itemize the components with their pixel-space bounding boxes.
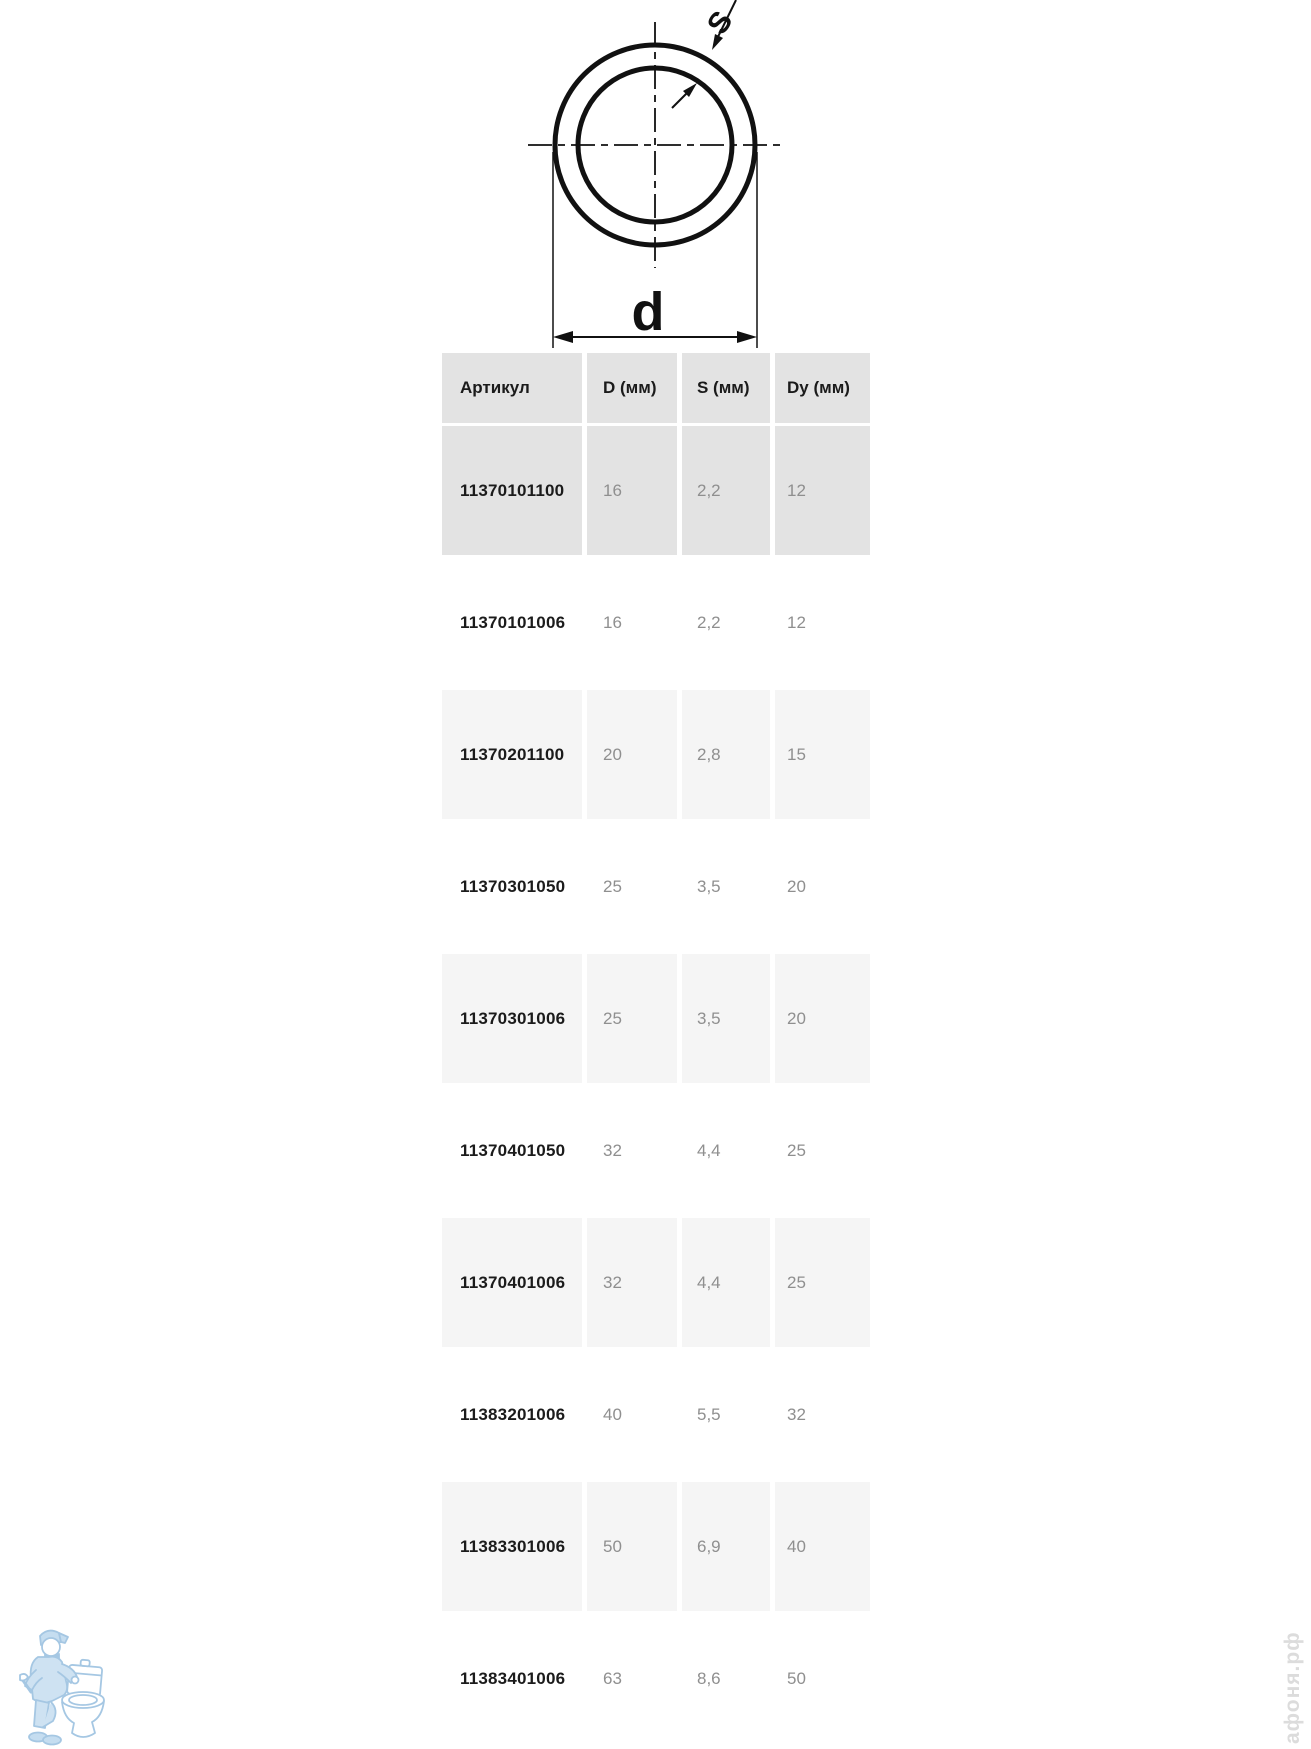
column-header-d-mm: D (мм) bbox=[587, 353, 677, 426]
s-cell: 2,8 bbox=[682, 690, 770, 822]
article-cell: 11370101006 bbox=[442, 558, 582, 690]
s-cell: 4,4 bbox=[682, 1218, 770, 1350]
table-row[interactable]: 11370201100 20 2,8 15 bbox=[442, 690, 870, 822]
table-row[interactable]: 11370401050 32 4,4 25 bbox=[442, 1086, 870, 1218]
article-cell: 11370301050 bbox=[442, 822, 582, 954]
site-watermark-text: афоня.рф bbox=[1281, 1631, 1304, 1744]
s-cell: 3,5 bbox=[682, 954, 770, 1086]
wall-thickness-label: S bbox=[701, 5, 740, 40]
table-row[interactable]: 11370101100 16 2,2 12 bbox=[442, 426, 870, 558]
dy-cell: 12 bbox=[775, 558, 870, 690]
diameter-label: d bbox=[632, 282, 665, 342]
table-row[interactable]: 11370301050 25 3,5 20 bbox=[442, 822, 870, 954]
column-header-dy-mm: Dy (мм) bbox=[775, 353, 870, 426]
dy-cell: 15 bbox=[775, 690, 870, 822]
table-row[interactable]: 11383201006 40 5,5 32 bbox=[442, 1350, 870, 1482]
article-cell: 11383201006 bbox=[442, 1350, 582, 1482]
article-cell: 11383301006 bbox=[442, 1482, 582, 1614]
dy-cell: 20 bbox=[775, 954, 870, 1086]
table-row[interactable]: 11370401006 32 4,4 25 bbox=[442, 1218, 870, 1350]
s-cell: 8,6 bbox=[682, 1614, 770, 1746]
dy-cell: 25 bbox=[775, 1218, 870, 1350]
s-arrowhead-outer bbox=[712, 34, 723, 50]
dy-cell: 40 bbox=[775, 1482, 870, 1614]
dy-cell: 25 bbox=[775, 1086, 870, 1218]
dimension-arrow-right bbox=[737, 331, 757, 343]
d-cell: 25 bbox=[587, 954, 677, 1086]
d-cell: 32 bbox=[587, 1218, 677, 1350]
article-cell: 11370101100 bbox=[442, 426, 582, 558]
d-cell: 16 bbox=[587, 426, 677, 558]
s-cell: 5,5 bbox=[682, 1350, 770, 1482]
d-cell: 20 bbox=[587, 690, 677, 822]
dy-cell: 12 bbox=[775, 426, 870, 558]
pipe-inner-circle bbox=[575, 65, 735, 225]
table-row[interactable]: 11383301006 50 6,9 40 bbox=[442, 1482, 870, 1614]
d-cell: 16 bbox=[587, 558, 677, 690]
article-cell: 11370301006 bbox=[442, 954, 582, 1086]
pipe-spec-table: Артикул D (мм) S (мм) Dy (мм) 1137010110… bbox=[442, 353, 870, 1746]
d-cell: 25 bbox=[587, 822, 677, 954]
table-row[interactable]: 11370101006 16 2,2 12 bbox=[442, 558, 870, 690]
pipe-outer-circle bbox=[552, 42, 758, 248]
dimension-arrow-left bbox=[553, 331, 573, 343]
dy-cell: 50 bbox=[775, 1614, 870, 1746]
d-cell: 50 bbox=[587, 1482, 677, 1614]
article-cell: 11383401006 bbox=[442, 1614, 582, 1746]
article-cell: 11370401006 bbox=[442, 1218, 582, 1350]
d-cell: 63 bbox=[587, 1614, 677, 1746]
column-header-article: Артикул bbox=[442, 353, 582, 426]
table-row[interactable]: 11383401006 63 8,6 50 bbox=[442, 1614, 870, 1746]
pipe-cross-section-diagram: S d bbox=[528, 0, 782, 348]
d-cell: 40 bbox=[587, 1350, 677, 1482]
s-cell: 3,5 bbox=[682, 822, 770, 954]
s-cell: 2,2 bbox=[682, 558, 770, 690]
s-cell: 6,9 bbox=[682, 1482, 770, 1614]
table-row[interactable]: 11370301006 25 3,5 20 bbox=[442, 954, 870, 1086]
plumber-with-toilet-logo-icon bbox=[19, 1629, 105, 1746]
table-header-row: Артикул D (мм) S (мм) Dy (мм) bbox=[442, 353, 870, 426]
d-cell: 32 bbox=[587, 1086, 677, 1218]
s-cell: 4,4 bbox=[682, 1086, 770, 1218]
s-arrowhead-inner bbox=[683, 83, 697, 97]
article-cell: 11370201100 bbox=[442, 690, 582, 822]
dy-cell: 32 bbox=[775, 1350, 870, 1482]
dy-cell: 20 bbox=[775, 822, 870, 954]
column-header-s-mm: S (мм) bbox=[682, 353, 770, 426]
article-cell: 11370401050 bbox=[442, 1086, 582, 1218]
s-cell: 2,2 bbox=[682, 426, 770, 558]
